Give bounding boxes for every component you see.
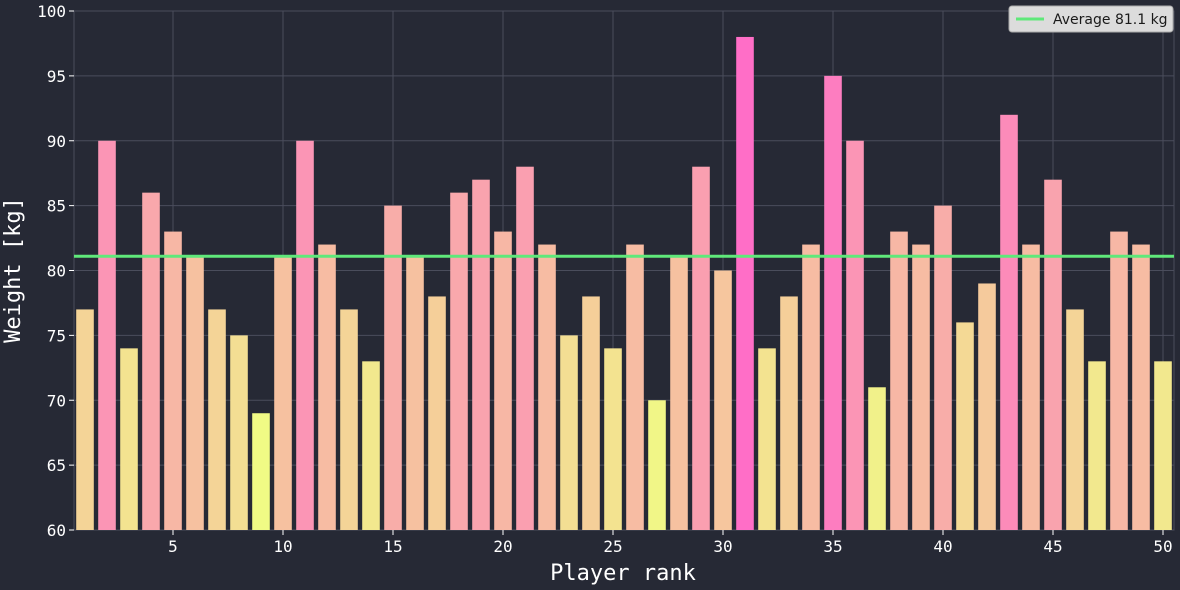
legend: Average 81.1 kg <box>1008 5 1174 33</box>
bar <box>934 205 952 530</box>
y-tick-label: 60 <box>47 521 66 540</box>
bar <box>670 257 688 530</box>
bar <box>846 140 864 530</box>
y-tick-label: 85 <box>47 197 66 216</box>
bar <box>890 231 908 530</box>
x-tick-label: 15 <box>383 537 402 556</box>
bar <box>1154 361 1172 530</box>
bar <box>274 257 292 530</box>
bar <box>472 179 490 531</box>
legend-box <box>1008 5 1174 33</box>
bar <box>142 192 160 530</box>
bar <box>252 413 270 530</box>
bar <box>604 348 622 530</box>
bar <box>1022 244 1040 531</box>
bar <box>318 244 336 531</box>
bar <box>1044 179 1062 531</box>
bar <box>1088 361 1106 530</box>
bar <box>340 309 358 530</box>
bar <box>362 361 380 530</box>
bar <box>1110 231 1128 530</box>
bar <box>692 166 710 530</box>
bar <box>714 270 732 530</box>
x-tick-label: 25 <box>603 537 622 556</box>
bar <box>296 140 314 530</box>
bar <box>230 335 248 530</box>
x-axis-title: Player rank <box>550 561 696 586</box>
bar <box>1000 114 1018 531</box>
y-tick-label: 95 <box>47 67 66 86</box>
x-tick-label: 50 <box>1153 537 1172 556</box>
bar <box>208 309 226 530</box>
bar <box>582 296 600 530</box>
bar <box>76 309 94 530</box>
bar <box>450 192 468 530</box>
bar <box>98 140 116 530</box>
bar <box>978 283 996 530</box>
bar <box>868 387 886 530</box>
x-tick-label: 20 <box>493 537 512 556</box>
x-tick-label: 5 <box>168 537 178 556</box>
bar <box>120 348 138 530</box>
y-tick-label: 70 <box>47 391 66 410</box>
bar <box>406 257 424 530</box>
bar <box>494 231 512 530</box>
y-axis-title: Weight [kg] <box>1 197 26 343</box>
bar <box>758 348 776 530</box>
bar <box>802 244 820 531</box>
bar <box>1066 309 1084 530</box>
bar <box>428 296 446 530</box>
bar <box>538 244 556 531</box>
bar <box>780 296 798 530</box>
x-tick-label: 30 <box>713 537 732 556</box>
bar <box>1132 244 1150 531</box>
bar <box>956 322 974 530</box>
tick-labels: 60 65 70 75 80 85 90 95 100 5 10 15 20 25 30 35 40 45 50 <box>37 2 1173 556</box>
x-tick-label: 45 <box>1043 537 1062 556</box>
x-tick-label: 10 <box>273 537 292 556</box>
x-tick-label: 35 <box>823 537 842 556</box>
legend-label: Average 81.1 kg <box>1053 12 1168 28</box>
bar <box>384 205 402 530</box>
bar <box>516 166 534 530</box>
x-tick-label: 40 <box>933 537 952 556</box>
bar <box>736 36 754 530</box>
y-tick-label: 100 <box>37 2 66 21</box>
bar <box>560 335 578 530</box>
bars <box>76 36 1172 531</box>
bar <box>912 244 930 531</box>
y-tick-label: 80 <box>47 262 66 281</box>
bar <box>164 231 182 530</box>
y-tick-label: 75 <box>47 326 66 345</box>
bar <box>824 75 842 530</box>
y-tick-label: 90 <box>47 132 66 151</box>
bar <box>186 257 204 530</box>
bar <box>648 400 666 530</box>
bar <box>626 244 644 531</box>
y-tick-label: 65 <box>47 456 66 475</box>
